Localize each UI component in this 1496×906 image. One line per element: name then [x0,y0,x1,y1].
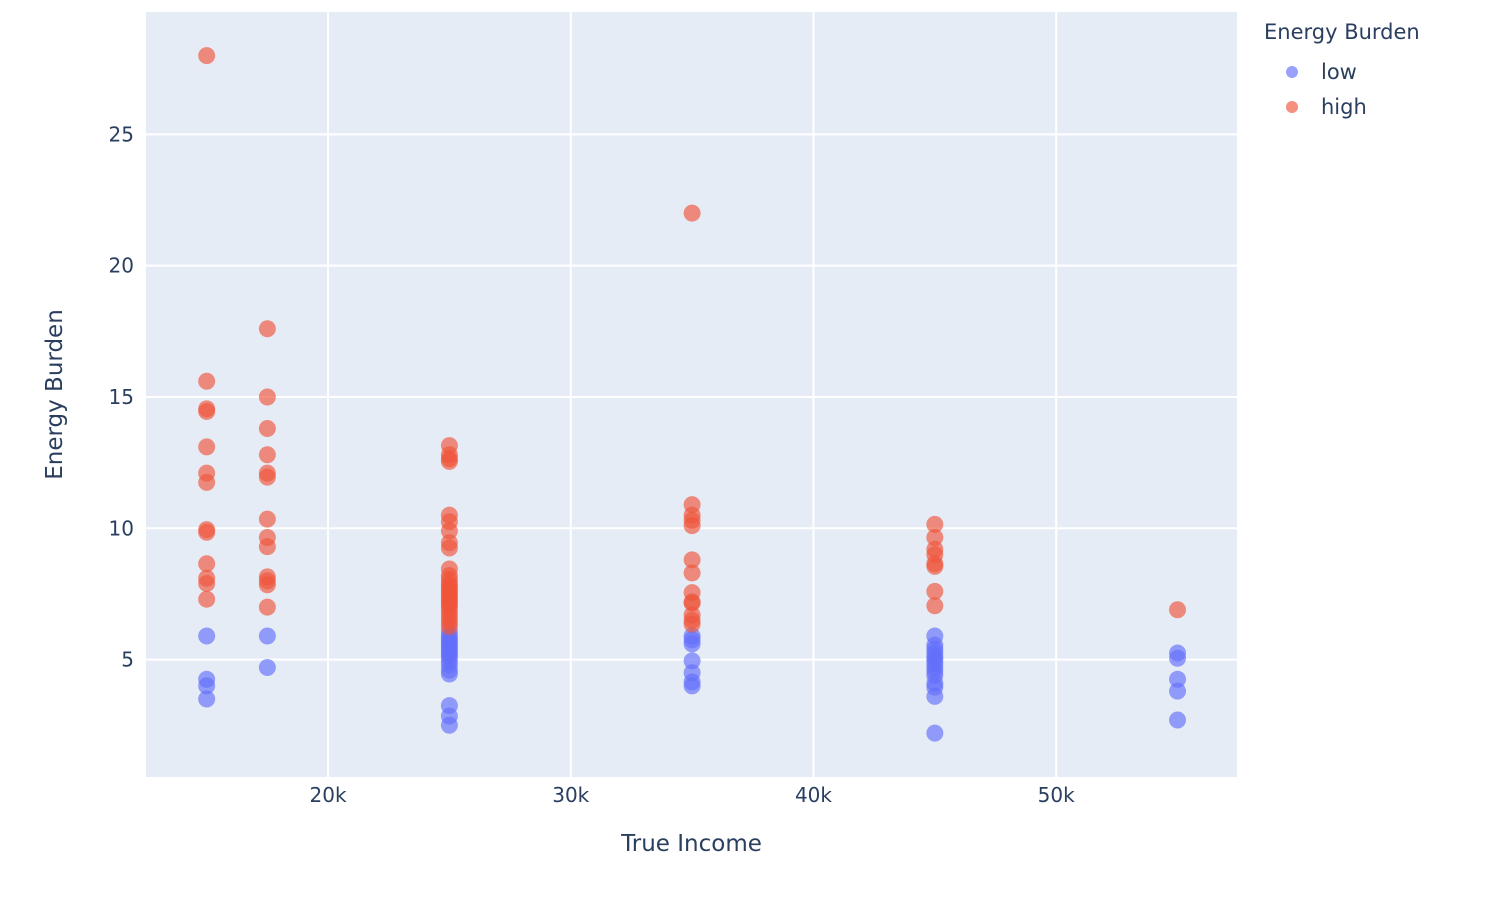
data-point-high[interactable] [198,574,216,592]
data-point-high[interactable] [440,452,458,470]
data-point-low[interactable] [440,716,458,734]
low-marker-icon [1286,65,1298,78]
data-point-high[interactable] [440,522,458,540]
data-point-high[interactable] [258,388,276,406]
data-point-high[interactable] [258,468,276,486]
data-point-low[interactable] [683,635,701,653]
data-point-high[interactable] [926,528,944,546]
data-point-high[interactable] [258,510,276,528]
data-point-low[interactable] [683,652,701,670]
legend-item-low[interactable]: low [1262,54,1462,89]
x-axis-title: True Income [620,831,762,857]
data-point-low[interactable] [198,677,216,695]
data-point-high[interactable] [198,47,216,65]
y-axis-title: Energy Burden [42,309,68,480]
data-point-high[interactable] [1169,601,1187,619]
x-tick-label: 50k [1038,783,1075,807]
data-point-high[interactable] [926,557,944,575]
data-point-high[interactable] [258,538,276,556]
legend-title: Energy Burden [1264,20,1420,44]
data-point-low[interactable] [926,687,944,705]
legend-label-low: low [1321,59,1357,84]
data-point-low[interactable] [198,627,216,645]
data-point-high[interactable] [258,576,276,594]
data-point-high[interactable] [683,564,701,582]
y-tick-label: 10 [109,516,134,540]
data-point-high[interactable] [198,523,216,541]
data-point-high[interactable] [683,615,701,633]
data-point-high[interactable] [926,597,944,615]
data-point-low[interactable] [926,724,944,742]
y-tick-label: 20 [109,254,134,278]
x-tick-label: 40k [795,783,832,807]
data-point-high[interactable] [440,618,458,636]
data-point-high[interactable] [440,539,458,557]
legend: Energy Burden low high [1262,20,1462,124]
x-tick-label: 20k [310,783,347,807]
data-point-high[interactable] [683,517,701,535]
data-point-high[interactable] [258,446,276,464]
data-point-high[interactable] [258,598,276,616]
data-point-low[interactable] [1169,682,1187,700]
data-point-high[interactable] [683,594,701,612]
data-point-low[interactable] [440,665,458,683]
data-point-low[interactable] [1169,670,1187,688]
legend-item-high[interactable]: high [1262,89,1462,124]
data-point-low[interactable] [1169,649,1187,667]
data-point-high[interactable] [926,515,944,533]
data-point-high[interactable] [258,320,276,338]
legend-label-high: high [1321,94,1367,119]
high-marker-icon [1286,100,1298,113]
x-tick-label: 30k [552,783,589,807]
y-tick-label: 5 [121,648,134,672]
data-point-low[interactable] [198,690,216,708]
data-point-high[interactable] [198,555,216,573]
data-point-high[interactable] [683,551,701,569]
data-point-low[interactable] [683,677,701,695]
data-point-low[interactable] [258,658,276,676]
data-point-low[interactable] [1169,711,1187,729]
data-point-low[interactable] [258,627,276,645]
data-point-high[interactable] [198,590,216,608]
data-point-high[interactable] [926,582,944,600]
data-point-high[interactable] [198,372,216,390]
y-tick-label: 25 [109,122,134,146]
data-point-high[interactable] [198,438,216,456]
y-tick-label: 15 [109,385,134,409]
data-point-high[interactable] [683,204,701,222]
data-point-high[interactable] [198,402,216,420]
data-point-high[interactable] [198,473,216,491]
data-point-high[interactable] [258,420,276,438]
